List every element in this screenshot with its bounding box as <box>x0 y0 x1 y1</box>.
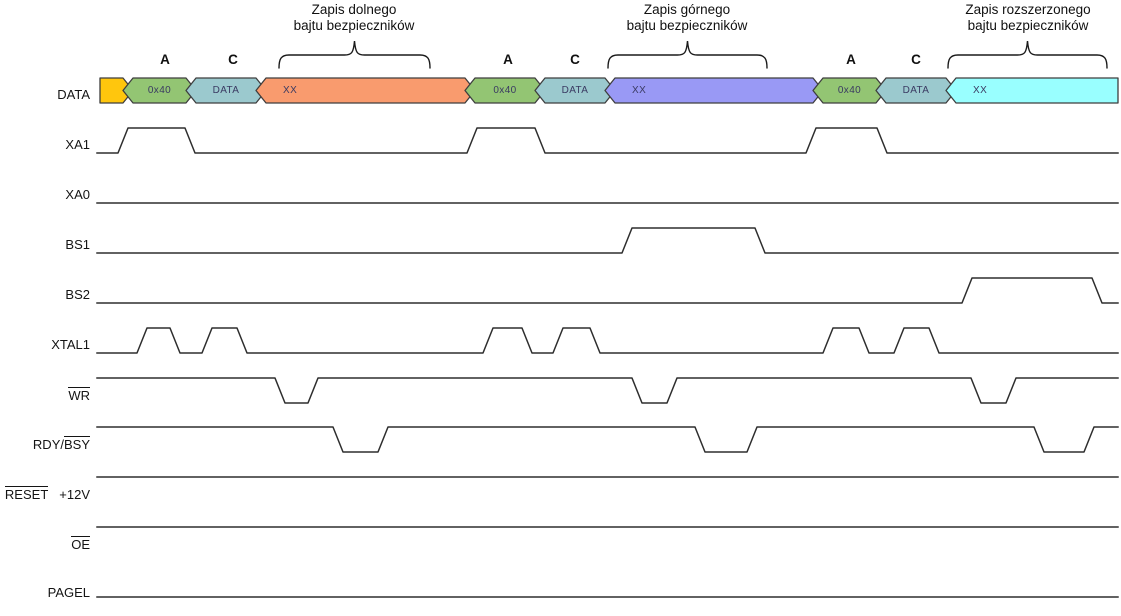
signal-label-oe: OE <box>0 536 90 553</box>
signal-label-xtal1: XTAL1 <box>0 337 90 353</box>
annotation-line: bajtu bezpieczników <box>293 18 415 33</box>
annotation-line: bajtu bezpieczników <box>626 18 748 33</box>
bus-value-0x40: 0x40 <box>837 85 862 96</box>
marker-a: A <box>160 52 170 67</box>
signal-label-text: XTAL1 <box>51 337 90 352</box>
signal-label-text-overlined: OE <box>71 536 90 552</box>
bus-value-0x40: 0x40 <box>147 85 172 96</box>
annotation-write-high-fuse-byte: Zapis górnego bajtu bezpieczników <box>577 2 797 34</box>
signal-label-rdy-bsy: RDY/BSY <box>0 436 90 453</box>
waveform-xtal1 <box>96 327 1119 354</box>
signal-label-reset-12v: RESET +12V <box>0 486 90 503</box>
brace <box>607 40 768 69</box>
waveform-rdy-bsy <box>96 426 1119 453</box>
waveform-bs1 <box>96 227 1119 254</box>
bus-value-data: DATA <box>212 85 240 96</box>
bus-value-xx: XX <box>973 85 988 96</box>
marker-a: A <box>503 52 513 67</box>
waveform-bs2 <box>96 277 1119 304</box>
annotation-line: bajtu bezpieczników <box>967 18 1089 33</box>
bus-value-data: DATA <box>902 85 930 96</box>
annotation-write-extended-fuse-byte: Zapis rozszerzonego bajtu bezpieczników <box>918 2 1121 34</box>
brace <box>947 40 1108 69</box>
signal-label-text: DATA <box>57 87 90 102</box>
signal-label-wr: WR <box>0 387 90 404</box>
bus-value-data: DATA <box>561 85 589 96</box>
annotation-write-low-fuse-byte: Zapis dolnego bajtu bezpieczników <box>244 2 464 34</box>
marker-a: A <box>846 52 856 67</box>
signal-label-text: PAGEL <box>47 585 90 600</box>
bus-value-xx: XX <box>283 85 298 96</box>
signal-label-xa0: XA0 <box>0 187 90 203</box>
annotation-line: Zapis górnego <box>643 2 731 17</box>
signal-label-text: XA0 <box>65 187 90 202</box>
signal-label-pagel: PAGEL <box>0 585 90 601</box>
marker-c: C <box>228 52 238 67</box>
annotation-line: Zapis rozszerzonego <box>965 2 1091 17</box>
bus-segment <box>945 77 1119 104</box>
signal-label-bs2: BS2 <box>0 287 90 303</box>
marker-c: C <box>570 52 580 67</box>
waveform-wr <box>96 377 1119 404</box>
annotation-line: Zapis dolnego <box>311 2 397 17</box>
waveform-xa1 <box>96 127 1119 154</box>
signal-label-bs1: BS1 <box>0 237 90 253</box>
signal-label-text: XA1 <box>65 137 90 152</box>
signal-label-text-overlined: WR <box>68 387 90 403</box>
signal-label-xa1: XA1 <box>0 137 90 153</box>
signal-label-text: +12V <box>59 487 90 502</box>
signal-label-text-overlined: RESET <box>4 486 49 502</box>
signal-label-text: BS2 <box>65 287 90 302</box>
signal-label-text-overlined: BSY <box>63 436 90 452</box>
marker-c: C <box>911 52 921 67</box>
signal-label-data: DATA <box>0 87 90 103</box>
bus-value-xx: XX <box>632 85 647 96</box>
brace <box>278 40 431 69</box>
signal-label-text: RDY/ <box>32 437 64 452</box>
signal-label-text: BS1 <box>65 237 90 252</box>
bus-value-0x40: 0x40 <box>493 85 517 96</box>
